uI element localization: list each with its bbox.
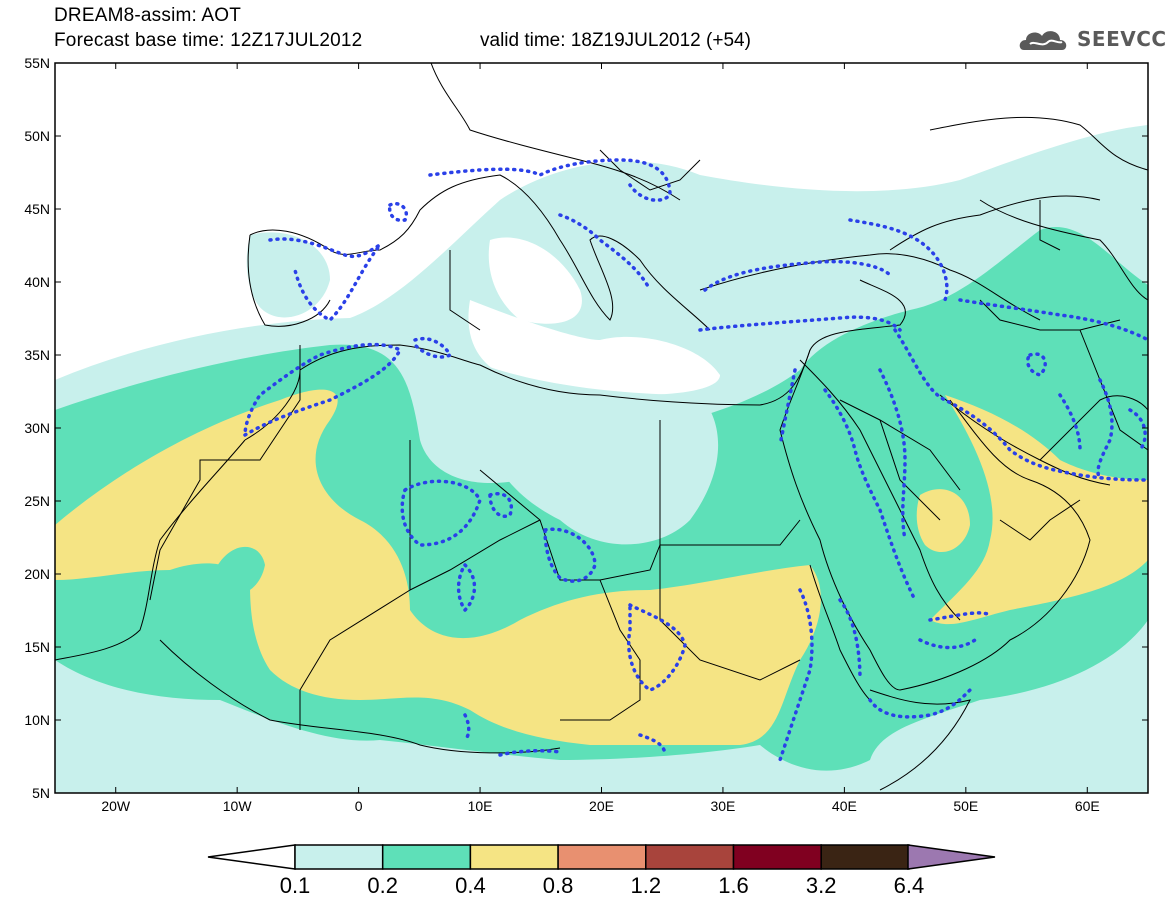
- lat-tick-label: 5N: [32, 785, 50, 801]
- lon-tick-label: 10E: [468, 798, 493, 814]
- lon-tick-label: 20E: [589, 798, 614, 814]
- valid-time: valid time: 18Z19JUL2012 (+54): [480, 30, 751, 51]
- lon-tick-label: 10W: [223, 798, 253, 814]
- colorbar-swatch: [381, 844, 472, 870]
- forecast-base-time: Forecast base time: 12Z17JUL2012: [54, 30, 363, 51]
- longitude-axis: 20W 10W 0 10E 20E 30E 40E 50E 60E: [101, 63, 1100, 814]
- colorbar-swatch: [820, 844, 910, 870]
- aot-contour-0.4-arabia: [930, 395, 1148, 625]
- lon-tick-label: 40E: [832, 798, 857, 814]
- lon-tick-label: 30E: [710, 798, 735, 814]
- colorbar: 0.1 0.2 0.4 0.8 1.2 1.6 3.2 6.4: [207, 844, 996, 898]
- lat-tick-label: 45N: [24, 201, 50, 217]
- lon-tick-label: 60E: [1075, 798, 1100, 814]
- lat-tick-label: 15N: [24, 639, 50, 655]
- lat-tick-label: 50N: [24, 128, 50, 144]
- map-title: DREAM8-assim: AOT: [54, 5, 242, 26]
- aot-contour-0.1b: [246, 232, 330, 318]
- lon-tick-label: 50E: [953, 798, 978, 814]
- lat-tick-label: 10N: [24, 712, 50, 728]
- lon-tick-label: 20W: [101, 798, 131, 814]
- cloud-logo-icon: [1019, 31, 1067, 50]
- lat-tick-label: 25N: [24, 493, 50, 509]
- colorbar-label: 1.2: [631, 873, 662, 898]
- colorbar-swatch: [645, 844, 735, 870]
- colorbar-label: 0.1: [280, 873, 311, 898]
- colorbar-swatch: [732, 844, 822, 870]
- colorbar-high-arrow: [907, 844, 996, 870]
- colorbar-label: 0.2: [367, 873, 398, 898]
- colorbar-low-arrow: [207, 844, 296, 870]
- colorbar-swatch: [469, 844, 559, 870]
- colorbar-swatch: [294, 844, 384, 870]
- colorbar-label: 6.4: [894, 873, 925, 898]
- latitude-axis: 55N 50N 45N 40N 35N 30N 25N 20N 15N 10N 5N: [24, 55, 1148, 801]
- lat-tick-label: 40N: [24, 274, 50, 290]
- aot-field: [55, 63, 1148, 793]
- colorbar-swatch: [557, 844, 647, 870]
- lon-tick-label: 0: [355, 798, 363, 814]
- lat-tick-label: 35N: [24, 347, 50, 363]
- aot-low-region: [468, 300, 720, 395]
- colorbar-label: 3.2: [806, 873, 837, 898]
- lat-tick-label: 55N: [24, 55, 50, 71]
- colorbar-label: 0.4: [455, 873, 486, 898]
- logo-text: SEEVCCC: [1077, 27, 1165, 51]
- colorbar-label: 1.6: [718, 873, 749, 898]
- colorbar-label: 0.8: [543, 873, 574, 898]
- dotted-contours: [243, 158, 1148, 762]
- coastlines: [55, 63, 1148, 791]
- aot-contour-0.4-center: [916, 489, 970, 553]
- lat-tick-label: 30N: [24, 420, 50, 436]
- lat-tick-label: 20N: [24, 566, 50, 582]
